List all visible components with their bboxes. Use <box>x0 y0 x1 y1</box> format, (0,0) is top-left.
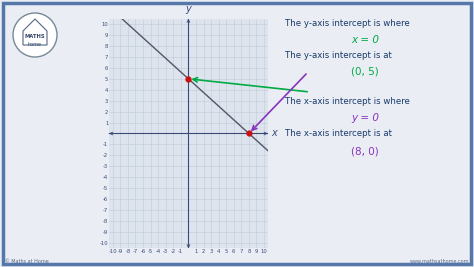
Text: (8, 0): (8, 0) <box>351 147 379 157</box>
Circle shape <box>13 13 57 57</box>
Text: MATHS: MATHS <box>25 34 46 40</box>
Text: The y-axis intercept is where: The y-axis intercept is where <box>285 19 410 28</box>
Text: www.mathsathome.com: www.mathsathome.com <box>410 259 469 264</box>
Text: The y-axis intercept is at: The y-axis intercept is at <box>285 51 392 60</box>
Polygon shape <box>23 19 47 45</box>
Text: x = 0: x = 0 <box>351 35 379 45</box>
Text: y: y <box>185 4 191 14</box>
Text: y = 0: y = 0 <box>351 113 379 123</box>
Text: (0, 5): (0, 5) <box>351 67 379 77</box>
Text: The x-axis intercept is at: The x-axis intercept is at <box>285 129 392 138</box>
Text: x: x <box>271 128 277 139</box>
Text: © Maths at Home: © Maths at Home <box>5 259 49 264</box>
Text: The x-axis intercept is where: The x-axis intercept is where <box>285 97 410 106</box>
Text: home: home <box>28 41 42 46</box>
